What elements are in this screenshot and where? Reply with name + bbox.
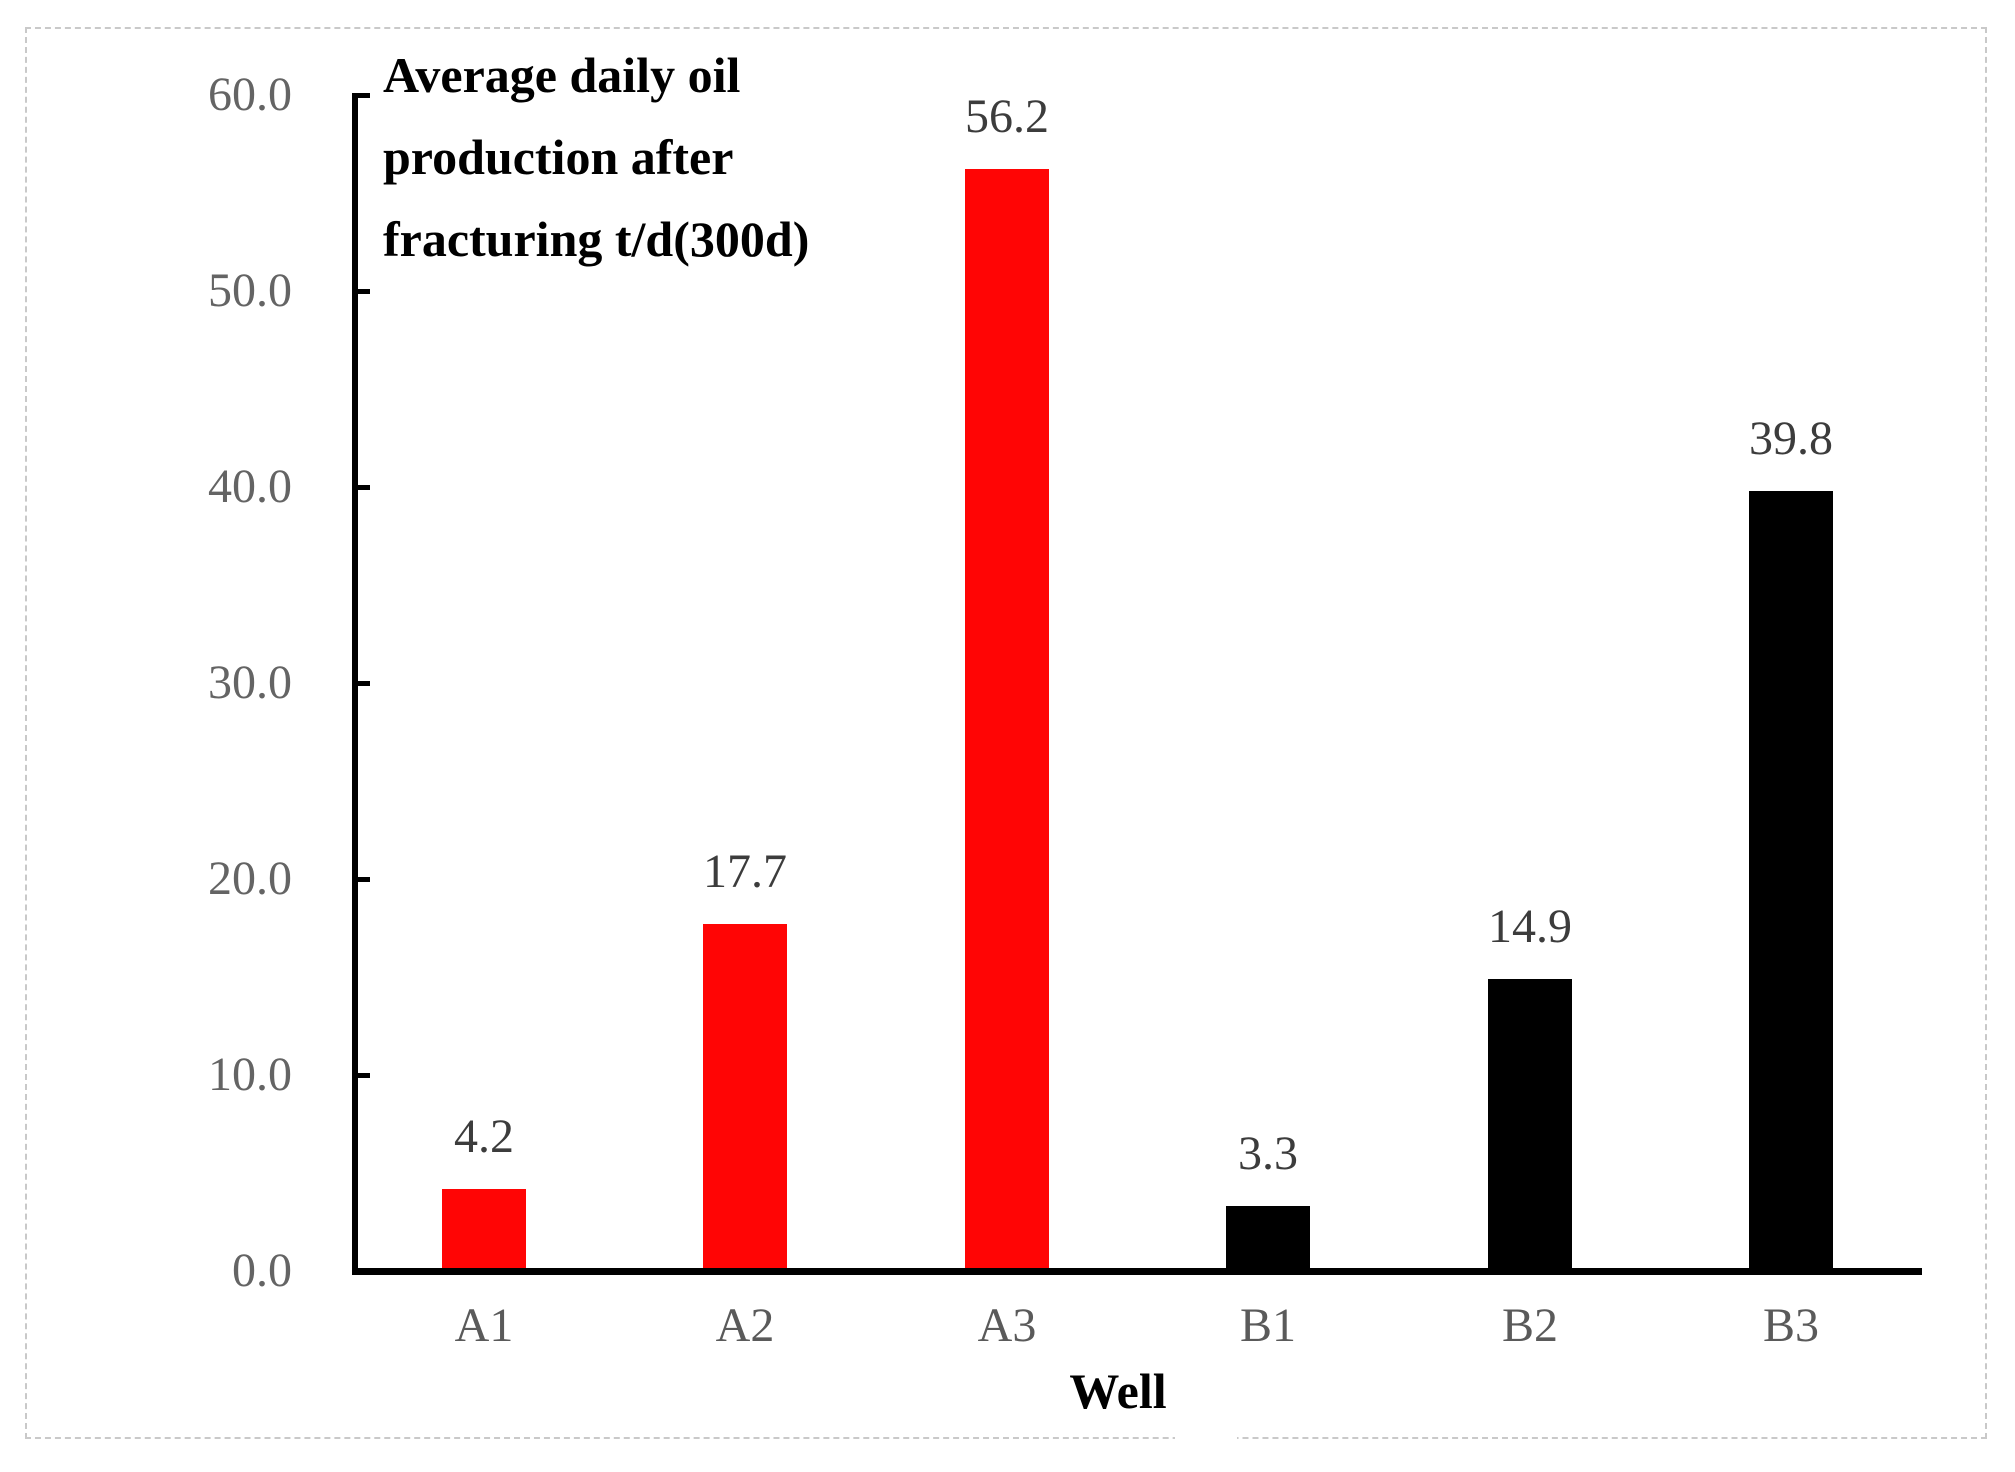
y-tick-mark	[353, 877, 370, 882]
frame-border-gap	[1175, 1433, 1237, 1443]
y-tick-label: 0.0	[232, 1244, 292, 1297]
x-category-label-B2: B2	[1501, 1299, 1558, 1352]
x-category-label-B1: B1	[1239, 1299, 1296, 1352]
bar-A2	[703, 924, 787, 1271]
x-category-label-A2: A2	[715, 1299, 775, 1352]
bar-value-label-A1: 4.2	[454, 1110, 514, 1163]
y-tick-mark	[353, 681, 370, 686]
bar-A3	[965, 169, 1049, 1271]
y-tick-label: 20.0	[208, 852, 292, 905]
chart-title-line-1: Average daily oil	[383, 47, 741, 103]
x-category-label-B3: B3	[1762, 1299, 1819, 1352]
x-axis-title: Well	[1069, 1363, 1167, 1419]
y-tick-mark	[353, 93, 370, 98]
x-category-label-A1: A1	[454, 1299, 514, 1352]
bar-B3	[1749, 491, 1833, 1271]
x-axis-line	[352, 1268, 1922, 1275]
y-tick-mark	[353, 289, 370, 294]
bar-A1	[442, 1189, 526, 1271]
bar-value-label-B2: 14.9	[1488, 900, 1572, 953]
chart-title-line-3: fracturing t/d(300d)	[383, 211, 810, 267]
y-tick-label: 60.0	[208, 68, 292, 121]
y-tick-mark	[353, 485, 370, 490]
bar-B1	[1226, 1206, 1310, 1271]
bar-value-label-A2: 17.7	[703, 845, 787, 898]
y-tick-mark	[353, 1073, 370, 1078]
y-tick-label: 50.0	[208, 264, 292, 317]
bar-B2	[1488, 979, 1572, 1271]
chart-title-line-2: production after	[383, 129, 734, 185]
y-tick-label: 30.0	[208, 656, 292, 709]
bar-value-label-B3: 39.8	[1749, 412, 1833, 465]
bar-value-label-B1: 3.3	[1238, 1127, 1298, 1180]
bar-value-label-A3: 56.2	[965, 90, 1049, 143]
y-tick-label: 10.0	[208, 1048, 292, 1101]
y-tick-label: 40.0	[208, 460, 292, 513]
chart-title: Average daily oil production after fract…	[383, 34, 809, 280]
x-category-label-A3: A3	[977, 1299, 1037, 1352]
y-tick-mark	[353, 1269, 370, 1274]
